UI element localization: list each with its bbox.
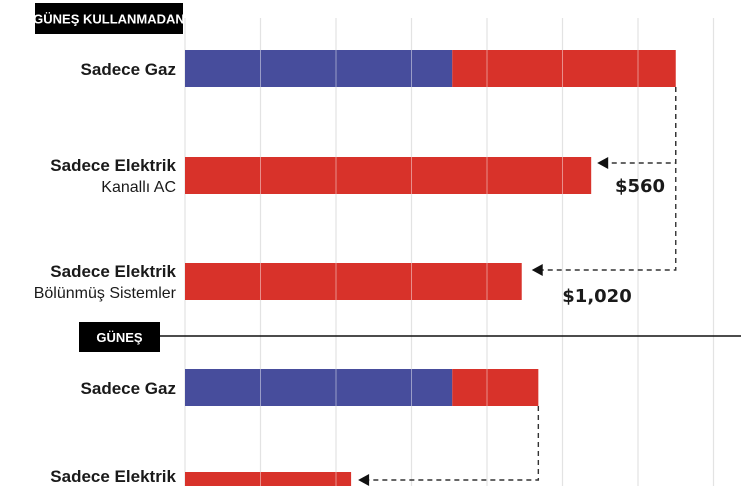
group-badge-label: GÜNEŞ [96,330,143,345]
row-label: Sadece Elektrik [50,156,176,175]
savings-annotation: $1,020 [562,286,631,307]
bar-segment-electric [452,369,539,406]
arrowhead-icon [358,474,370,486]
row-label: Sadece Elektrik [50,467,176,486]
row-label: Sadece Elektrik [50,262,176,281]
bar-segment-gas [185,50,453,87]
row-label: Sadece Gaz [81,60,176,79]
savings-annotation: $560 [615,176,665,197]
row-sublabel: Kanallı AC [101,179,176,196]
group-badge [35,3,183,34]
bar-segment-electric [185,157,592,194]
bar-segment-electric [185,472,352,486]
group-badge-label: GÜNEŞ KULLANMADAN [33,12,185,27]
bar-segment-electric [452,50,676,87]
dashed-connector [541,87,677,271]
row-label: Sadece Gaz [81,379,176,398]
dashed-connector [607,87,677,164]
bar-segment-electric [185,263,522,300]
row-sublabel: Bölünmüş Sistemler [34,285,177,302]
dashed-connector [368,406,540,481]
group-badge [79,322,160,352]
arrowhead-icon [531,264,543,276]
bar-segment-gas [185,369,453,406]
arrowhead-icon [597,157,609,169]
